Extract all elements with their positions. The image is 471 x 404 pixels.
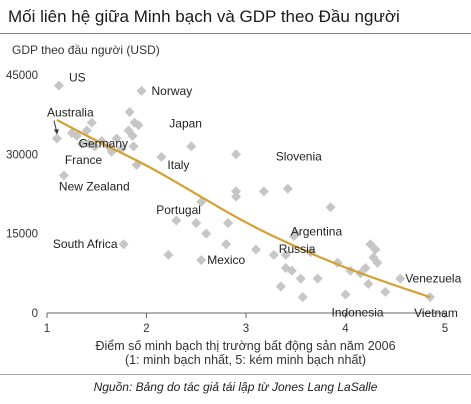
point-label-south-africa: South Africa (53, 237, 118, 251)
data-point (275, 281, 286, 292)
data-point (365, 239, 376, 250)
data-point (129, 117, 140, 128)
data-point (86, 117, 97, 128)
data-point (363, 278, 374, 289)
point-label-norway: Norway (152, 84, 193, 98)
data-point (231, 191, 242, 202)
point-label-russia: Russia (279, 242, 316, 256)
data-point (325, 202, 336, 213)
data-point (250, 244, 261, 255)
y-axis-label: GDP theo đầu người (USD) (12, 43, 160, 57)
data-point-labeled (288, 231, 299, 242)
point-label-germany: Germany (79, 137, 128, 151)
y-tick-label: 0 (32, 308, 38, 320)
data-point-labeled (186, 141, 197, 152)
x-tick-label: 5 (442, 323, 448, 335)
data-point (312, 273, 323, 284)
data-point-labeled (282, 183, 293, 194)
data-point (221, 239, 232, 250)
point-label-indonesia: Indonesia (332, 305, 384, 319)
data-point (191, 218, 202, 229)
x-tick-label: 2 (143, 323, 149, 335)
data-point-labeled (136, 85, 147, 96)
chart-title: Mối liên hệ giữa Minh bạch và GDP theo Đ… (8, 7, 400, 26)
x-tick-label: 4 (342, 323, 349, 335)
data-point (81, 125, 92, 136)
data-point (231, 186, 242, 197)
point-label-vietnam: Vietnam (414, 306, 458, 320)
data-point (223, 218, 234, 229)
data-point (127, 130, 138, 141)
point-label-venezuela: Venezuela (405, 272, 461, 286)
title-divider (0, 33, 471, 34)
trend-line (56, 118, 431, 299)
source-note: Nguồn: Bảng do tác giả tái lập từ Jones … (93, 380, 378, 394)
data-point (111, 133, 122, 144)
data-point (124, 107, 135, 118)
data-point (128, 141, 139, 152)
point-label-italy: Italy (167, 158, 189, 172)
data-point (295, 273, 306, 284)
data-point-labeled (118, 239, 129, 250)
data-point-labeled (395, 273, 406, 284)
point-label-us: US (69, 71, 86, 85)
point-label-portugal: Portugal (156, 203, 201, 217)
data-point (163, 249, 174, 260)
data-point (231, 149, 242, 160)
source-divider (0, 374, 471, 375)
point-label-france: France (65, 153, 103, 167)
data-point (258, 186, 269, 197)
data-point (297, 292, 308, 303)
data-point-labeled (51, 133, 62, 144)
x-tick-label: 1 (44, 323, 50, 335)
data-point (89, 141, 100, 152)
data-point-labeled (196, 255, 207, 266)
point-label-mexico: Mexico (207, 253, 245, 267)
point-label-slovenia: Slovenia (276, 150, 322, 164)
point-label-argentina: Argentina (291, 224, 343, 238)
data-point-labeled (280, 249, 291, 260)
data-point (201, 228, 212, 239)
data-point-labeled (58, 170, 69, 181)
x-axis-label: Điểm số minh bạch thị trường bất động sả… (95, 339, 396, 353)
y-tick-label: 30000 (6, 149, 38, 161)
point-label-australia: Australia (47, 105, 94, 119)
y-tick-label: 45000 (6, 70, 38, 82)
data-point-labeled (156, 151, 167, 162)
data-point (360, 263, 371, 274)
data-point (268, 249, 279, 260)
data-point (171, 215, 182, 226)
data-point-labeled (340, 289, 351, 300)
data-point (71, 130, 82, 141)
x-axis-note: (1: minh bạch nhất, 5: kém minh bạch nhấ… (124, 353, 367, 367)
australia-pointer-head (53, 129, 59, 135)
data-point (380, 286, 391, 297)
x-tick-label: 3 (243, 323, 249, 335)
point-label-japan: Japan (169, 116, 202, 130)
data-point-labeled (76, 138, 87, 149)
data-point (372, 257, 383, 268)
y-tick-label: 15000 (6, 229, 38, 241)
data-point-labeled (53, 80, 64, 91)
data-point (286, 265, 297, 276)
data-point (370, 244, 381, 255)
point-label-new-zealand: New Zealand (59, 179, 130, 193)
